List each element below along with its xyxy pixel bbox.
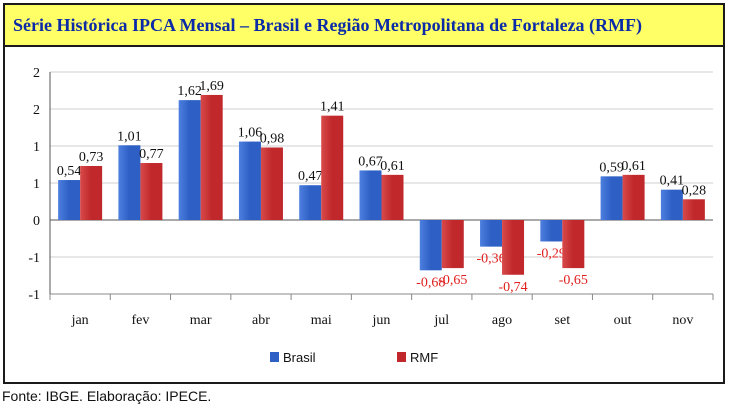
y-tick-label: 1 — [33, 177, 40, 192]
bar-brasil-out — [600, 176, 623, 220]
x-tick-label: jan — [71, 313, 89, 328]
bar-brasil-abr — [238, 141, 261, 220]
data-label: 0,54 — [57, 164, 82, 179]
data-label: 0,59 — [599, 160, 624, 175]
bar-chart: -1-101122jan0,540,73fev1,010,77mar1,621,… — [28, 66, 714, 365]
data-label: 0,47 — [298, 169, 323, 184]
x-tick-label: jun — [372, 313, 391, 328]
legend-swatch-brasil — [270, 352, 279, 362]
data-label: 0,61 — [621, 159, 646, 174]
data-label: 1,41 — [320, 100, 345, 115]
data-label: 0,28 — [682, 183, 707, 198]
bar-rmf-nov — [682, 199, 705, 220]
title-bar: Série Histórica IPCA Mensal – Brasil e R… — [5, 5, 723, 47]
data-label: 1,69 — [199, 79, 224, 94]
x-tick-label: mar — [190, 313, 212, 328]
x-tick-label: jul — [433, 313, 449, 328]
x-tick-label: out — [614, 313, 632, 328]
x-tick-label: abr — [252, 313, 270, 328]
legend-label: Brasil — [283, 350, 316, 365]
bar-brasil-jan — [58, 180, 81, 220]
y-tick-label: 1 — [33, 140, 40, 155]
legend-swatch-rmf — [397, 352, 406, 362]
data-label: -0,65 — [438, 273, 467, 288]
data-label: 1,62 — [177, 84, 202, 99]
y-tick-label: 2 — [33, 103, 40, 118]
data-label: 0,41 — [660, 174, 685, 189]
bar-rmf-out — [622, 174, 645, 220]
data-label: -0,29 — [537, 246, 566, 261]
data-label: 0,61 — [380, 159, 405, 174]
data-label: -0,74 — [498, 280, 527, 295]
data-label: -0,65 — [559, 273, 588, 288]
bar-brasil-jul — [419, 220, 442, 271]
y-tick-label: 0 — [33, 214, 40, 229]
data-label: 0,98 — [260, 131, 285, 146]
y-tick-label: 2 — [33, 66, 40, 81]
data-label: 0,77 — [139, 147, 164, 162]
bar-brasil-nov — [660, 189, 683, 220]
data-label: 1,01 — [117, 129, 142, 144]
y-tick-label: -1 — [28, 288, 40, 303]
data-label: 1,06 — [238, 126, 263, 141]
data-label: -0,36 — [476, 252, 505, 267]
x-tick-label: ago — [492, 313, 512, 328]
bar-rmf-jan — [80, 165, 103, 220]
bar-rmf-set — [562, 220, 585, 269]
bar-brasil-mar — [178, 100, 201, 220]
x-tick-label: nov — [672, 313, 693, 328]
bar-rmf-jul — [441, 220, 464, 269]
bar-brasil-ago — [480, 220, 503, 247]
bar-rmf-fev — [140, 163, 163, 220]
bar-brasil-fev — [118, 145, 141, 220]
bar-rmf-mai — [321, 115, 344, 220]
bar-rmf-jun — [381, 174, 404, 220]
chart-title: Série Histórica IPCA Mensal – Brasil e R… — [13, 15, 643, 35]
bar-rmf-mar — [200, 94, 223, 220]
chart-frame: Série Histórica IPCA Mensal – Brasil e R… — [3, 3, 725, 384]
bar-brasil-set — [540, 220, 563, 242]
data-label: 0,67 — [358, 154, 383, 169]
data-label: 0,73 — [79, 150, 104, 165]
x-tick-label: mai — [311, 313, 332, 328]
y-tick-label: -1 — [28, 251, 40, 266]
legend-label: RMF — [410, 350, 438, 365]
bar-brasil-jun — [359, 170, 382, 220]
bar-rmf-ago — [502, 220, 525, 275]
source-note: Fonte: IBGE. Elaboração: IPECE. — [2, 388, 212, 404]
bar-rmf-abr — [260, 147, 283, 220]
x-tick-label: set — [555, 313, 571, 328]
data-label: -0,68 — [416, 275, 445, 290]
bar-brasil-mai — [299, 185, 322, 220]
x-tick-label: fev — [131, 313, 149, 328]
